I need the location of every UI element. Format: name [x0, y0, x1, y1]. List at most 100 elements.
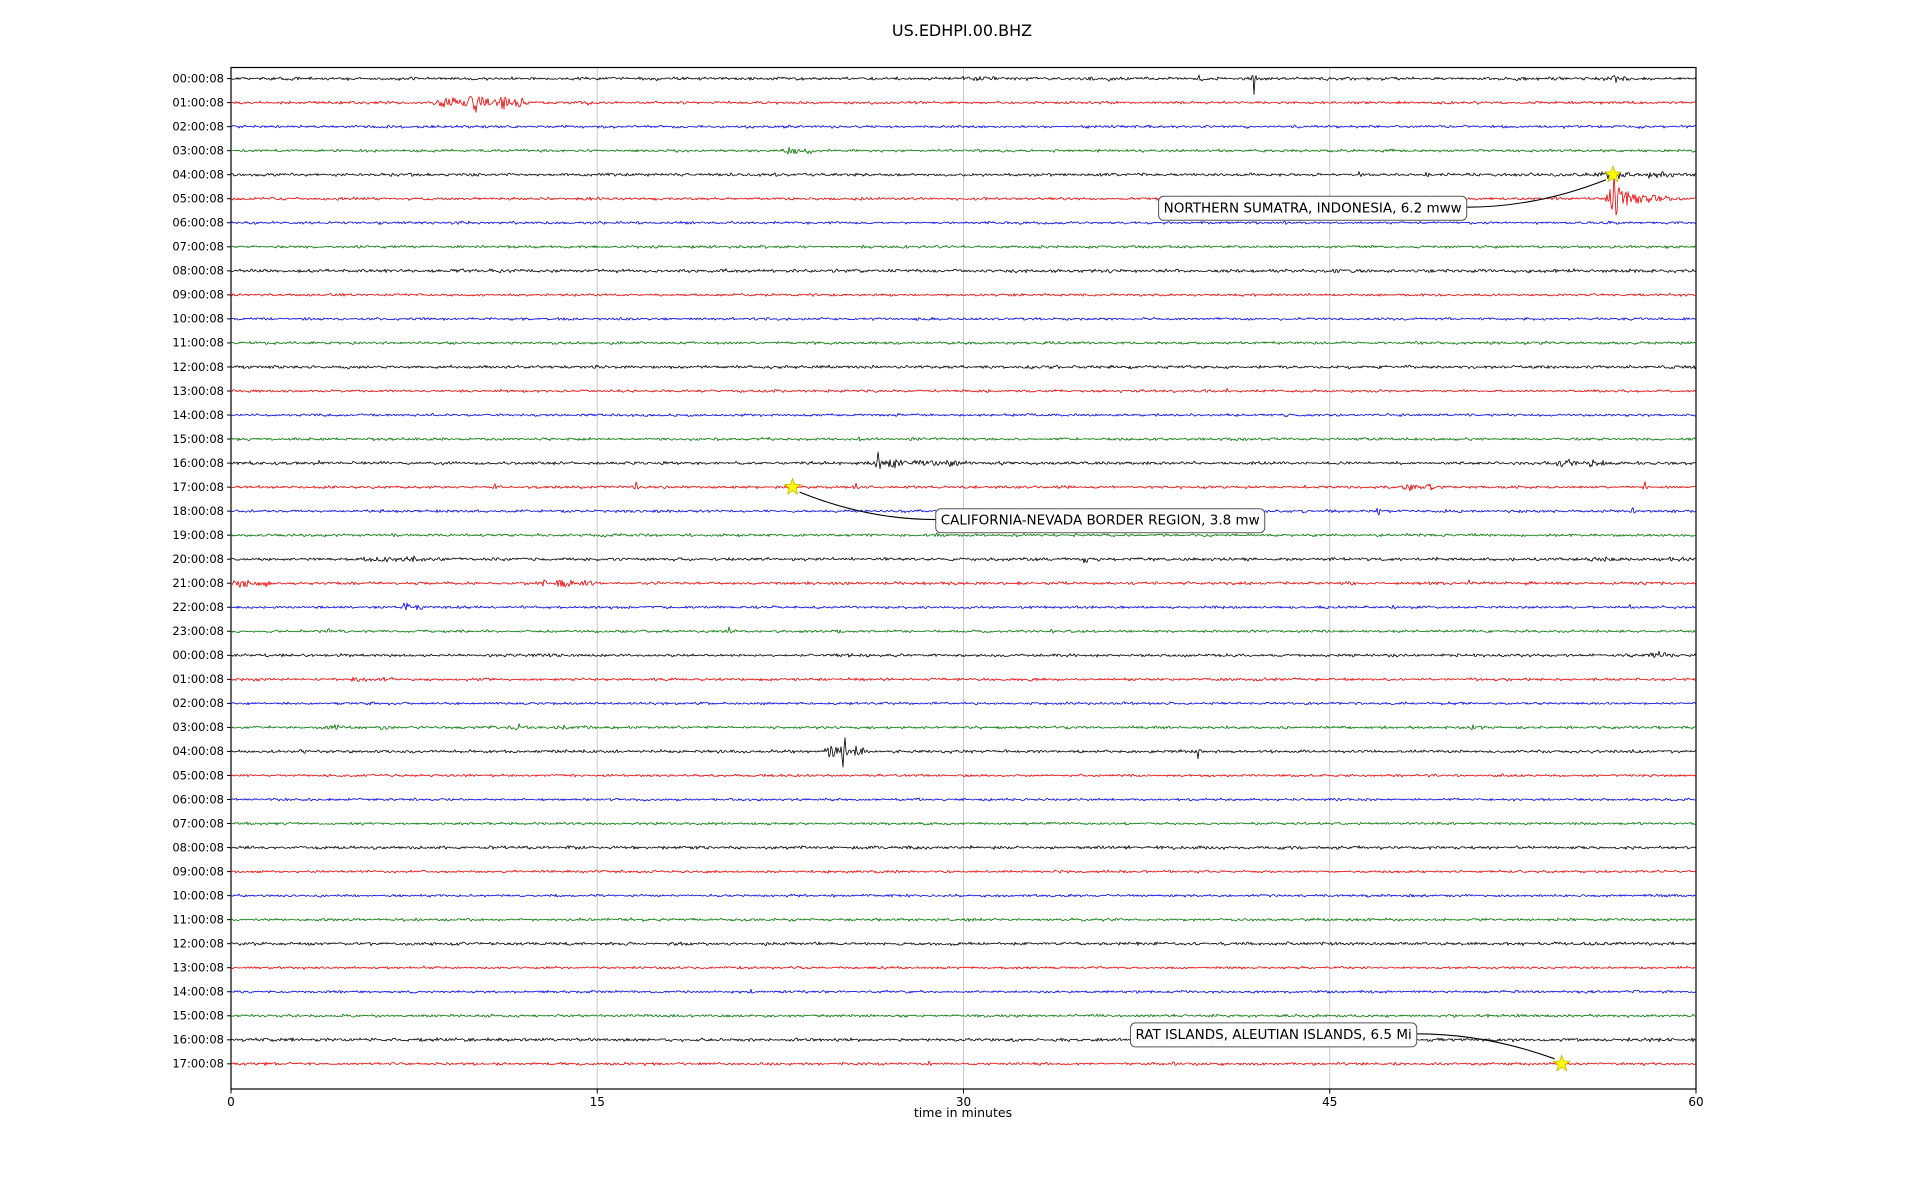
row-time-label: 16:00:08 — [172, 456, 224, 470]
seismogram-trace — [230, 364, 1697, 370]
x-tick-label: 30 — [956, 1095, 971, 1109]
row-time-label: 13:00:08 — [172, 961, 224, 975]
row-time-label: 18:00:08 — [172, 504, 224, 518]
row-time-label: 04:00:08 — [172, 168, 224, 182]
row-time-label: 22:00:08 — [172, 600, 224, 614]
row-time-label: 03:00:08 — [172, 143, 224, 157]
event-star — [1603, 165, 1623, 183]
event-annotation: NORTHERN SUMATRA, INDONESIA, 6.2 mww — [1158, 165, 1623, 221]
row-time-label: 23:00:08 — [172, 624, 224, 638]
row-time-label: 14:00:08 — [172, 985, 224, 999]
seismogram-trace — [230, 676, 1697, 683]
seismogram-trace — [230, 268, 1697, 274]
seismogram-trace — [231, 481, 1697, 492]
seismogram-trace — [230, 220, 1697, 225]
event-annotation: RAT ISLANDS, ALEUTIAN ISLANDS, 6.5 Mi — [1129, 1022, 1571, 1072]
row-time-label: 14:00:08 — [172, 408, 224, 422]
event-star — [1552, 1054, 1571, 1072]
annotation-box — [1129, 1022, 1418, 1048]
row-time-label: 04:00:08 — [172, 744, 224, 758]
seismogram-trace — [230, 171, 1697, 180]
plot-contents: 00:00:08 01:00:08 02:00:08 03:00:08 04:00:08… — [172, 66, 1704, 1109]
seismogram-trace — [230, 773, 1697, 778]
seismogram-trace — [230, 723, 1697, 731]
row-time-label: 00:00:08 — [172, 71, 224, 85]
seismogram-trace — [230, 1013, 1697, 1018]
seismogram-trace — [230, 1060, 1697, 1066]
row-time-label: 11:00:08 — [172, 336, 224, 350]
row-time-label: 03:00:08 — [172, 720, 224, 734]
chart-title: US.EDHPI.00.BHZ — [892, 21, 1032, 40]
seismogram-trace — [230, 292, 1697, 297]
seismogram-trace — [230, 532, 1697, 538]
seismogram-trace — [230, 701, 1697, 706]
seismogram-trace — [230, 602, 1697, 611]
x-tick-label: 60 — [1688, 1095, 1703, 1109]
annotation-label: RAT ISLANDS, ALEUTIAN ISLANDS, 6.5 Mi — [1135, 1027, 1411, 1043]
seismogram-trace — [230, 650, 1697, 658]
seismogram-trace — [230, 869, 1697, 874]
seismogram-trace — [230, 917, 1697, 922]
row-time-label: 08:00:08 — [172, 840, 224, 854]
seismogram-trace — [230, 340, 1697, 346]
row-time-label: 07:00:08 — [172, 816, 224, 830]
row-time-label: 19:00:08 — [172, 528, 224, 542]
row-time-label: 05:00:08 — [172, 192, 224, 206]
x-tick-label: 0 — [227, 1095, 235, 1109]
seismogram-trace — [230, 316, 1697, 321]
row-time-label: 12:00:08 — [172, 936, 224, 950]
event-star — [783, 477, 802, 495]
row-time-label: 12:00:08 — [172, 360, 224, 374]
row-time-label: 08:00:08 — [172, 264, 224, 278]
annotation-leader — [1466, 179, 1607, 208]
seismogram-trace — [230, 626, 1697, 634]
annotation-leader — [799, 491, 936, 521]
row-time-label: 21:00:08 — [172, 576, 224, 590]
seismogram-trace — [230, 124, 1697, 129]
row-time-label: 10:00:08 — [172, 888, 224, 902]
x-tick-label: 15 — [590, 1095, 605, 1109]
row-time-label: 10:00:08 — [172, 312, 224, 326]
row-time-label: 02:00:08 — [172, 696, 224, 710]
seismogram-trace — [230, 387, 1697, 394]
seismogram-trace — [230, 96, 1697, 113]
row-time-label: 05:00:08 — [172, 768, 224, 782]
seismogram-trace — [230, 845, 1697, 850]
annotation-box — [935, 508, 1266, 534]
row-time-label: 09:00:08 — [172, 864, 224, 878]
seismogram-trace — [230, 941, 1697, 947]
row-time-label: 16:00:08 — [172, 1033, 224, 1047]
seismogram-trace — [230, 1036, 1697, 1047]
seismogram-trace — [230, 436, 1697, 442]
seismogram-trace — [230, 797, 1697, 802]
event-annotation: CALIFORNIA-NEVADA BORDER REGION, 3.8 mw — [783, 477, 1266, 534]
row-time-label: 06:00:08 — [172, 216, 224, 230]
row-time-label: 15:00:08 — [172, 1009, 224, 1023]
row-time-label: 00:00:08 — [172, 648, 224, 662]
annotation-leader — [1416, 1033, 1555, 1060]
row-time-label: 11:00:08 — [172, 912, 224, 926]
row-time-label: 01:00:08 — [172, 95, 224, 109]
row-time-label: 07:00:08 — [172, 240, 224, 254]
row-time-label: 20:00:08 — [172, 552, 224, 566]
row-time-label: 06:00:08 — [172, 792, 224, 806]
seismogram-trace — [230, 74, 1697, 95]
seismogram-trace — [230, 737, 1697, 768]
seismogram-trace — [231, 965, 1697, 970]
seismogram-trace — [230, 579, 1697, 588]
annotation-box — [1158, 195, 1468, 221]
row-time-label: 17:00:08 — [172, 1057, 224, 1071]
seismogram-trace — [230, 821, 1697, 826]
seismogram-trace — [230, 988, 1697, 994]
seismogram-trace — [230, 451, 1697, 470]
row-time-label: 02:00:08 — [172, 119, 224, 133]
seismogram-trace — [230, 893, 1696, 898]
seismogram-trace — [231, 146, 1697, 155]
annotation-label: NORTHERN SUMATRA, INDONESIA, 6.2 mww — [1164, 200, 1462, 216]
row-time-label: 13:00:08 — [172, 384, 224, 398]
row-time-label: 09:00:08 — [172, 288, 224, 302]
row-time-label: 17:00:08 — [172, 480, 224, 494]
